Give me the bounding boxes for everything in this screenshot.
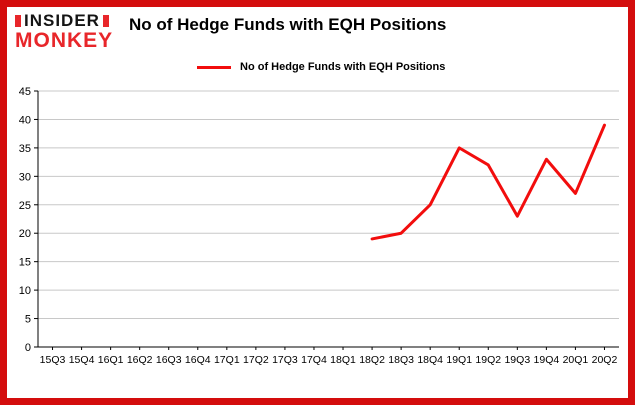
x-tick-label: 17Q1: [214, 354, 240, 366]
y-tick-label: 40: [19, 114, 31, 126]
x-tick-label: 19Q3: [504, 354, 530, 366]
legend-label: No of Hedge Funds with EQH Positions: [240, 61, 446, 73]
x-tick-label: 17Q4: [301, 354, 327, 366]
x-tick-label: 19Q4: [534, 354, 560, 366]
x-tick-label: 17Q3: [272, 354, 298, 366]
y-tick-label: 30: [19, 171, 31, 183]
y-tick-label: 10: [19, 285, 31, 297]
logo-insider-text: INSIDER: [15, 12, 113, 29]
legend-line-swatch: [197, 65, 231, 69]
x-tick-label: 15Q4: [69, 354, 95, 366]
y-tick-label: 20: [19, 228, 31, 240]
logo-monkey-text: MONKEY: [15, 29, 114, 52]
x-tick-label: 16Q1: [98, 354, 124, 366]
y-tick-label: 25: [19, 200, 31, 212]
x-tick-label: 19Q1: [446, 354, 472, 366]
chart-title: No of Hedge Funds with EQH Positions: [129, 15, 447, 34]
insider-monkey-logo: INSIDER MONKEY: [15, 12, 113, 51]
y-tick-label: 35: [19, 143, 31, 155]
y-tick-label: 15: [19, 257, 31, 269]
line-chart: 0 5 10 15 20 25 30 35 40 45 15Q3 15Q4 16Q1 16Q2 16Q3 16…: [7, 81, 628, 398]
x-tick-label: 16Q3: [156, 354, 182, 366]
x-tick-label: 19Q2: [475, 354, 501, 366]
legend: No of Hedge Funds with EQH Positions: [197, 61, 445, 73]
x-tick-label: 15Q3: [40, 354, 66, 366]
y-tick-label: 5: [25, 314, 31, 326]
chart-header: INSIDER MONKEY No of Hedge Funds with EQ…: [7, 7, 628, 81]
series-line: [370, 123, 606, 241]
x-tick-label: 20Q1: [563, 354, 589, 366]
x-tick-label: 16Q4: [185, 354, 211, 366]
x-tick-label: 18Q1: [330, 354, 356, 366]
x-tick-label: 20Q2: [592, 354, 618, 366]
x-tick-label: 18Q3: [388, 354, 414, 366]
y-tick-label: 0: [25, 342, 31, 354]
x-tick-label: 18Q4: [417, 354, 443, 366]
x-tick-label: 17Q2: [243, 354, 269, 366]
x-tick-label: 16Q2: [127, 354, 153, 366]
y-tick-label: 45: [19, 86, 31, 98]
line-chart-svg: 0 5 10 15 20 25 30 35 40 45 15Q3 15Q4 16Q1 16Q2 16Q3 16…: [19, 86, 619, 366]
x-tick-label: 18Q2: [359, 354, 385, 366]
